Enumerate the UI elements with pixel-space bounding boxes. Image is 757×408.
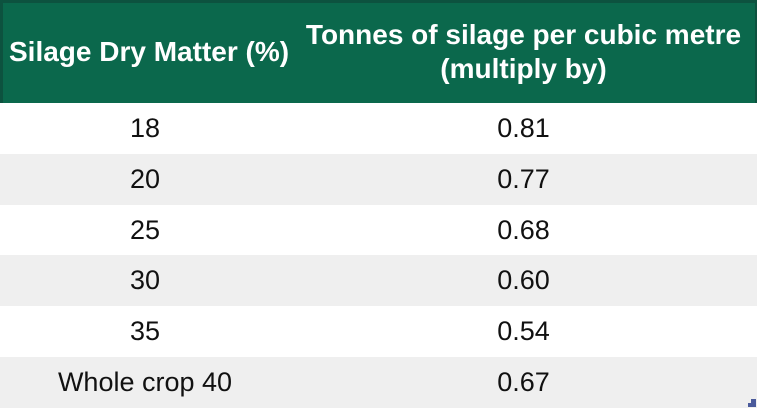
factor-cell: 0.67 bbox=[497, 367, 550, 398]
column-header-dry-matter: Silage Dry Matter (%) bbox=[9, 35, 290, 67]
factor-cell: 0.60 bbox=[497, 265, 550, 296]
corner-artifact-mark bbox=[751, 399, 756, 403]
column-header-conversion-line2: (multiply by) bbox=[440, 52, 607, 84]
dry-matter-cell: Whole crop 40 bbox=[57, 367, 233, 398]
column-header-conversion-factor: Tonnes of silage per cubic metre (multip… bbox=[290, 0, 757, 103]
factor-cell: 0.54 bbox=[497, 316, 550, 347]
factor-cell: 0.77 bbox=[497, 163, 550, 194]
dry-matter-cell: 30 bbox=[129, 265, 161, 296]
table-row: 25 0.68 bbox=[0, 204, 757, 256]
table-row: 18 0.81 bbox=[0, 103, 757, 154]
table-row: 20 0.77 bbox=[0, 153, 757, 205]
factor-cell: 0.81 bbox=[497, 112, 550, 143]
corner-artifact-mark bbox=[748, 403, 756, 407]
column-header-conversion-line1: Tonnes of silage per cubic metre bbox=[305, 18, 742, 50]
table-row: 30 0.60 bbox=[0, 255, 757, 307]
table-row: Whole crop 40 0.67 bbox=[0, 357, 757, 408]
dry-matter-cell: 25 bbox=[129, 214, 161, 245]
dry-matter-cell: 35 bbox=[129, 316, 161, 347]
factor-cell: 0.68 bbox=[497, 214, 550, 245]
table-row: 35 0.54 bbox=[0, 306, 757, 358]
table-header-row: Silage Dry Matter (%) Tonnes of silage p… bbox=[0, 0, 757, 103]
dry-matter-cell: 20 bbox=[129, 163, 161, 194]
dry-matter-cell: 18 bbox=[129, 112, 161, 143]
